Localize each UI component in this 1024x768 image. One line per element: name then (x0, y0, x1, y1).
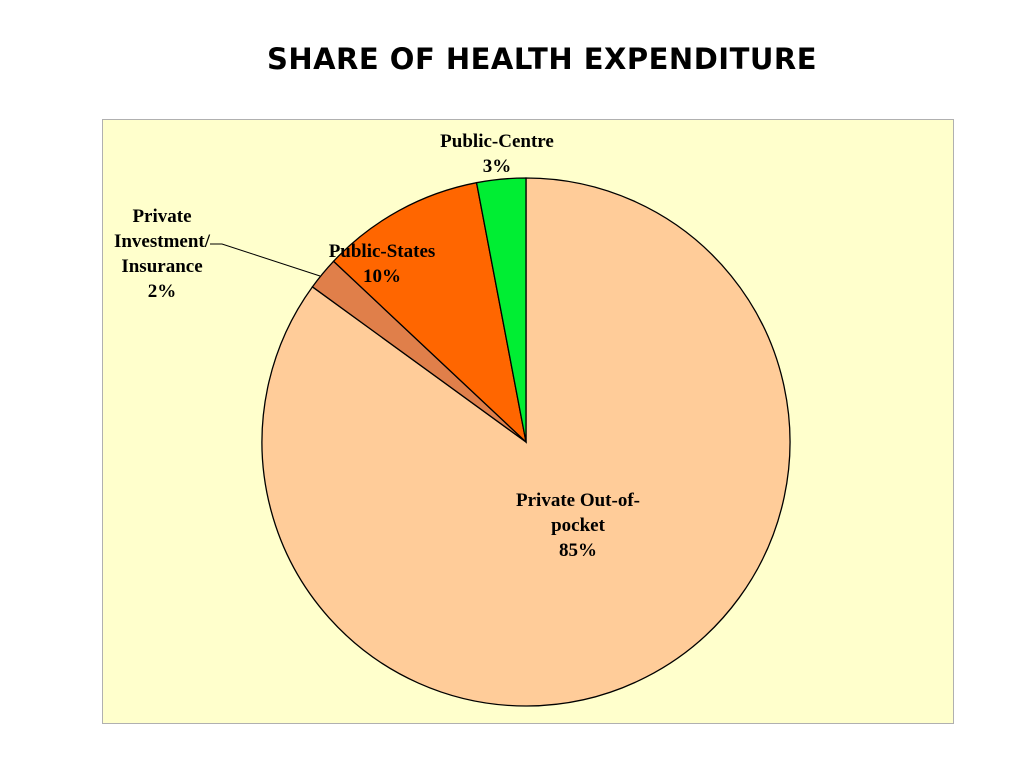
slice-label-private-out-of-pocket: Private Out-of-pocket 85% (516, 490, 640, 561)
slice-label-public-centre: Public-Centre 3% (440, 131, 554, 177)
chart-title: SHARE OF HEALTH EXPENDITURE (266, 42, 818, 76)
pie-slice-public-centre (475, 177, 527, 443)
pie-slice-public-states (332, 181, 528, 444)
leader-line-private-investment-insurance (210, 243, 321, 277)
slice-label-public-states: Public-States 10% (329, 241, 436, 287)
slice-label-private-investment-insurance: Private Investment/Insurance 2% (114, 206, 211, 302)
